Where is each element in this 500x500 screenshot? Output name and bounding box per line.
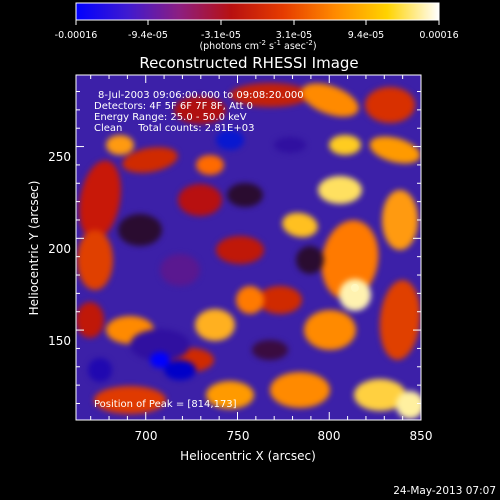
- colorbar-unit-label: (photons cm-2 s-1 asec-2): [199, 39, 316, 52]
- annotation-peak-position: Position of Peak = [814,173]: [94, 399, 237, 410]
- x-tick-label: 700: [135, 429, 158, 443]
- emission-blob: [270, 372, 330, 408]
- x-axis-title: Heliocentric X (arcsec): [180, 449, 316, 463]
- emission-blob: [76, 302, 104, 338]
- emission-blob: [174, 96, 226, 124]
- colorbar-tick-label: 3.1e-05: [276, 30, 312, 41]
- emission-blob: [227, 183, 263, 207]
- emission-blob: [160, 254, 200, 286]
- colorbar-tick-label: -0.00016: [55, 30, 98, 41]
- emission-blob: [216, 130, 244, 150]
- emission-blob: [382, 190, 418, 250]
- emission-blob: [339, 279, 371, 311]
- emission-blob: [230, 83, 310, 107]
- emission-blob: [94, 386, 166, 414]
- emission-blob: [369, 136, 421, 164]
- y-tick-label: 200: [48, 242, 71, 256]
- emission-blob: [282, 212, 318, 238]
- emission-blob: [274, 137, 306, 153]
- axis-ticks: [76, 75, 422, 420]
- emission-blob: [164, 360, 196, 380]
- emission-blob: [77, 230, 113, 290]
- emission-blob: [318, 176, 362, 204]
- emission-blob: [196, 155, 224, 175]
- emission-blob: [150, 352, 170, 368]
- colorbar-tick-label: 0.00016: [419, 30, 458, 41]
- colorbar-tick-label: -3.1e-05: [201, 30, 241, 41]
- annotation-time-range: 8-Jul-2003 09:06:00.000 to 09:08:20.000: [98, 90, 304, 101]
- emission-blob: [296, 246, 324, 274]
- emission-blob: [304, 310, 356, 350]
- x-tick-label: 800: [318, 429, 341, 443]
- emission-blob: [88, 358, 112, 382]
- emission-blob: [379, 280, 421, 360]
- y-axis-title: Heliocentric Y (arcsec): [27, 181, 41, 316]
- colorbar-tick-labels: -0.00016 -9.4e-05 -3.1e-05 3.1e-05 9.4e-…: [55, 30, 459, 41]
- emission-blob: [252, 340, 288, 360]
- emission-blob: [118, 214, 162, 246]
- emission-blob: [321, 220, 379, 300]
- timestamp: 24-May-2013 07:07: [393, 485, 496, 497]
- colorbar-tick-label: 9.4e-05: [348, 30, 384, 41]
- emission-blob: [258, 286, 302, 314]
- emission-blob: [365, 87, 415, 123]
- peak-marker: [350, 283, 359, 292]
- emission-map: [76, 83, 421, 419]
- plot-title: Reconstructed RHESSI Image: [139, 54, 358, 72]
- emission-blob: [106, 135, 134, 155]
- emission-blob: [216, 236, 264, 264]
- colorbar: [75, 2, 440, 21]
- annotation-clean-counts: Clean Total counts: 2.81E+03: [94, 123, 254, 134]
- x-tick-label: 750: [227, 429, 250, 443]
- y-tick-label: 250: [48, 150, 71, 164]
- emission-blob: [195, 309, 235, 341]
- emission-blob: [206, 381, 254, 409]
- emission-blob: [130, 329, 190, 361]
- annotation-energy-range: Energy Range: 25.0 - 50.0 keV: [94, 112, 247, 123]
- y-tick-label: 150: [48, 334, 71, 348]
- emission-blob: [236, 286, 264, 314]
- plot-frame: [75, 74, 422, 421]
- emission-blob: [354, 379, 406, 411]
- colorbar-tick-label: -9.4e-05: [128, 30, 168, 41]
- emission-blob: [301, 83, 359, 117]
- emission-blob: [79, 160, 121, 240]
- emission-blob: [178, 184, 222, 216]
- colorbar-ticks: [75, 20, 440, 25]
- emission-blob: [329, 135, 361, 155]
- annotation-detectors: Detectors: 4F 5F 6F 7F 8F, Att 0: [94, 101, 253, 112]
- x-tick-label: 850: [410, 429, 433, 443]
- emission-blob: [122, 147, 178, 173]
- emission-blob: [396, 391, 421, 419]
